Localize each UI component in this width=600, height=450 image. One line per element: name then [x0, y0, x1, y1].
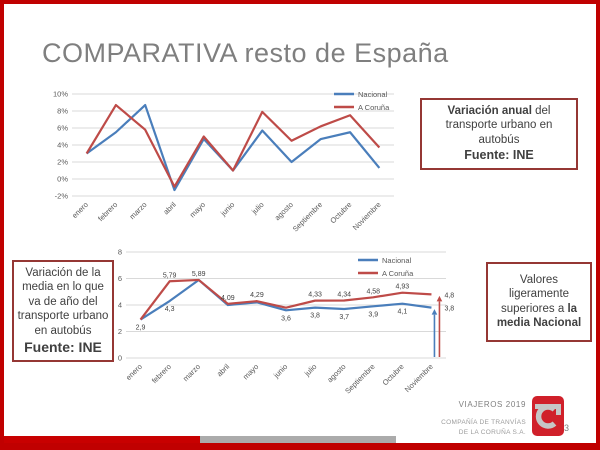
svg-text:Nacional: Nacional — [358, 90, 388, 99]
svg-text:mayo: mayo — [188, 200, 207, 219]
svg-text:3,6: 3,6 — [281, 315, 291, 322]
svg-text:mayo: mayo — [241, 362, 260, 381]
svg-text:Septiembre: Septiembre — [343, 362, 376, 395]
svg-text:A Coruña: A Coruña — [358, 103, 390, 112]
svg-text:abril: abril — [161, 200, 178, 217]
svg-text:enero: enero — [124, 362, 144, 382]
svg-text:A Coruña: A Coruña — [382, 269, 414, 278]
svg-text:5,89: 5,89 — [192, 271, 206, 278]
svg-text:junio: junio — [218, 200, 236, 218]
source-label: Fuente: INE — [464, 148, 534, 163]
svg-text:marzo: marzo — [181, 362, 202, 383]
svg-text:3,9: 3,9 — [368, 311, 378, 318]
svg-text:2: 2 — [118, 327, 122, 336]
svg-text:Octubre: Octubre — [328, 200, 353, 225]
tranvias-logo-icon — [532, 396, 564, 436]
svg-text:Noviembre: Noviembre — [351, 200, 383, 232]
svg-text:julio: julio — [249, 200, 266, 217]
svg-text:4: 4 — [118, 301, 122, 310]
annual-variation-note-text: Variación anual del transporte urbano en… — [445, 105, 553, 146]
svg-text:4,33: 4,33 — [308, 292, 322, 299]
svg-text:-2%: -2% — [55, 192, 69, 201]
svg-text:10%: 10% — [53, 90, 68, 99]
svg-text:junio: junio — [271, 362, 289, 380]
ytd-average-note: Variación de la media en lo que va de añ… — [12, 260, 114, 363]
svg-text:febrero: febrero — [150, 362, 173, 385]
svg-text:2,9: 2,9 — [136, 325, 146, 332]
svg-text:3,8: 3,8 — [310, 313, 320, 320]
svg-text:3,8: 3,8 — [444, 306, 454, 313]
ytd-average-note-text: Variación de la media en lo que va de añ… — [17, 267, 109, 337]
svg-text:4%: 4% — [57, 141, 68, 150]
svg-text:4,58: 4,58 — [366, 288, 380, 295]
svg-text:marzo: marzo — [127, 200, 148, 221]
conclusion-note: Valores ligeramente superiores a la medi… — [486, 262, 592, 342]
svg-text:8%: 8% — [57, 107, 68, 116]
decorative-bar-gray — [200, 436, 396, 443]
svg-text:8: 8 — [118, 248, 122, 257]
svg-text:6: 6 — [118, 274, 122, 283]
svg-text:Septiembre: Septiembre — [291, 200, 324, 233]
svg-text:3,7: 3,7 — [339, 314, 349, 321]
svg-text:4,34: 4,34 — [337, 291, 351, 298]
page-number: 3 — [564, 423, 570, 433]
svg-text:agosto: agosto — [273, 200, 295, 222]
svg-text:Octubre: Octubre — [381, 362, 406, 387]
page-title: COMPARATIVA resto de España — [42, 38, 449, 68]
svg-text:0: 0 — [118, 354, 122, 363]
svg-text:0%: 0% — [57, 175, 68, 184]
svg-text:enero: enero — [70, 200, 90, 220]
svg-text:Noviembre: Noviembre — [403, 362, 435, 394]
svg-text:5,79: 5,79 — [163, 272, 177, 279]
annual-variation-chart: 10% 8% 6% 4% 2% 0% -2%enero febrero marzo abril ma… — [53, 90, 394, 234]
svg-text:2%: 2% — [57, 158, 68, 167]
svg-text:4,29: 4,29 — [250, 292, 264, 299]
svg-text:febrero: febrero — [96, 200, 119, 223]
svg-text:4,8: 4,8 — [444, 292, 454, 299]
svg-text:julio: julio — [302, 362, 319, 379]
svg-text:Nacional: Nacional — [382, 256, 412, 265]
svg-text:6%: 6% — [57, 124, 68, 133]
svg-text:4,09: 4,09 — [221, 295, 235, 302]
decorative-bar-red — [4, 436, 200, 443]
svg-text:4,1: 4,1 — [397, 309, 407, 316]
footer: VIAJEROS 2019 COMPAÑÍA DE TRANVÍAS DE LA… — [360, 400, 526, 438]
svg-text:4,3: 4,3 — [165, 306, 175, 313]
source-label: Fuente: INE — [24, 338, 102, 355]
annual-variation-note: Variación anual del transporte urbano en… — [420, 98, 578, 170]
footer-company-name: COMPAÑÍA DE TRANVÍAS DE LA CORUÑA S.A. — [441, 419, 526, 436]
svg-text:agosto: agosto — [325, 362, 347, 384]
footer-viajeros-label: VIAJEROS 2019 — [458, 400, 526, 409]
svg-text:4,93: 4,93 — [396, 284, 410, 291]
svg-text:abril: abril — [215, 362, 232, 379]
